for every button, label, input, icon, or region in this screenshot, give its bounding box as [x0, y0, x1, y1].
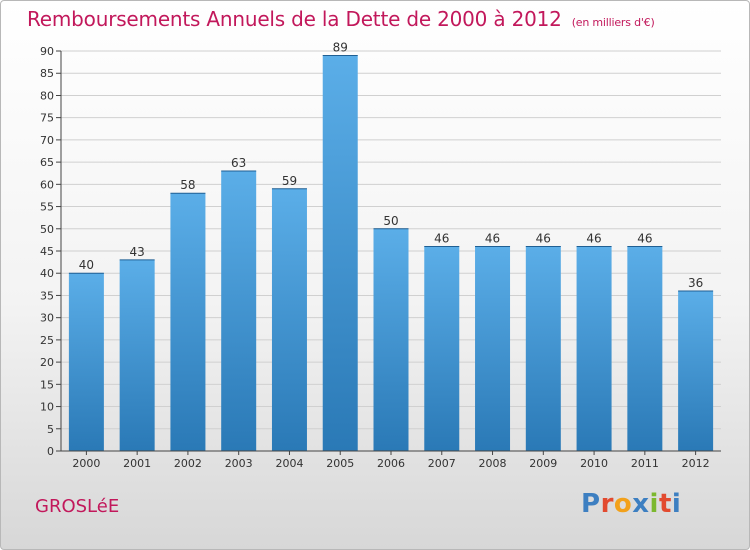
- y-tick-label: 35: [40, 289, 54, 302]
- x-tick-label: 2005: [326, 457, 354, 470]
- axes: [60, 51, 721, 452]
- logo-letter: o: [613, 489, 633, 519]
- chart-title: Remboursements Annuels de la Dette de 20…: [27, 7, 655, 31]
- y-tick-label: 20: [40, 356, 54, 369]
- y-tick-label: 70: [40, 134, 54, 147]
- bar-2010: [576, 246, 612, 451]
- y-tick-label: 5: [47, 423, 54, 436]
- data-label: 50: [383, 214, 398, 228]
- y-tick-label: 15: [40, 378, 54, 391]
- data-label: 36: [688, 276, 703, 290]
- logo-letter: x: [632, 489, 650, 519]
- data-labels: 40 43 58 63 59 89 50 46 46 46 46 46 36: [79, 40, 704, 290]
- x-tick-label: 2011: [631, 457, 659, 470]
- proxiti-logo: Proxiti: [581, 489, 681, 519]
- data-label: 89: [333, 40, 348, 54]
- y-tick-label: 60: [40, 178, 54, 191]
- y-tick-label: 75: [40, 112, 54, 125]
- x-tick-label: 2010: [580, 457, 608, 470]
- data-label: 43: [130, 245, 145, 259]
- data-label: 63: [231, 156, 246, 170]
- bars: [68, 54, 714, 451]
- data-label: 59: [282, 174, 297, 188]
- logo-letter: P: [581, 489, 601, 519]
- logo-letter: r: [600, 489, 614, 519]
- y-tick-label: 0: [47, 445, 54, 458]
- y-tick-label: 85: [40, 67, 54, 80]
- x-tick-label: 2001: [123, 457, 151, 470]
- commune-name: GROSLéE: [35, 496, 120, 517]
- x-axis-ticks: 2000 2001 2002 2003 2004 2005 2006 2007 2008 2009…: [72, 451, 710, 470]
- x-tick-label: 2000: [72, 457, 100, 470]
- x-tick-label: 2007: [428, 457, 456, 470]
- bar-2003: [221, 171, 257, 451]
- y-tick-label: 55: [40, 201, 54, 214]
- x-tick-label: 2004: [275, 457, 303, 470]
- y-tick-label: 80: [40, 89, 54, 102]
- bar-2000: [68, 273, 104, 451]
- logo-letter: i: [649, 489, 659, 519]
- bar-2002: [170, 193, 206, 451]
- bar-2012: [678, 291, 714, 451]
- y-tick-label: 40: [40, 267, 54, 280]
- bar-2001: [119, 259, 155, 451]
- bar-2004: [271, 188, 307, 451]
- y-tick-label: 90: [40, 45, 54, 58]
- data-label: 40: [79, 258, 94, 272]
- logo-letter: i: [671, 489, 682, 519]
- chart-title-text: Remboursements Annuels de la Dette de 20…: [27, 7, 562, 31]
- x-tick-label: 2003: [225, 457, 253, 470]
- logo-letter: t: [658, 489, 672, 519]
- x-tick-label: 2002: [174, 457, 202, 470]
- data-label: 46: [586, 232, 601, 246]
- data-label: 46: [485, 232, 500, 246]
- y-tick-label: 30: [40, 312, 54, 325]
- bar-2008: [475, 246, 511, 451]
- data-label: 46: [536, 232, 551, 246]
- x-tick-label: 2006: [377, 457, 405, 470]
- y-tick-label: 45: [40, 245, 54, 258]
- data-label: 58: [180, 178, 195, 192]
- y-axis-ticks: 0 5 10 15 20 25 30 35 40 45 50 55 60 65 70 75 80 85 90: [40, 45, 61, 458]
- data-label: 46: [434, 232, 449, 246]
- y-tick-label: 65: [40, 156, 54, 169]
- bar-2005: [322, 55, 358, 451]
- x-tick-label: 2012: [682, 457, 710, 470]
- bar-2007: [424, 246, 460, 451]
- bar-2006: [373, 228, 409, 451]
- bar-2009: [525, 246, 561, 451]
- chart-subtitle: (en milliers d'€): [571, 16, 655, 29]
- x-tick-label: 2009: [529, 457, 557, 470]
- y-tick-label: 25: [40, 334, 54, 347]
- bar-2011: [627, 246, 663, 451]
- y-tick-label: 50: [40, 223, 54, 236]
- data-label: 46: [637, 232, 652, 246]
- y-tick-label: 10: [40, 401, 54, 414]
- x-tick-label: 2008: [479, 457, 507, 470]
